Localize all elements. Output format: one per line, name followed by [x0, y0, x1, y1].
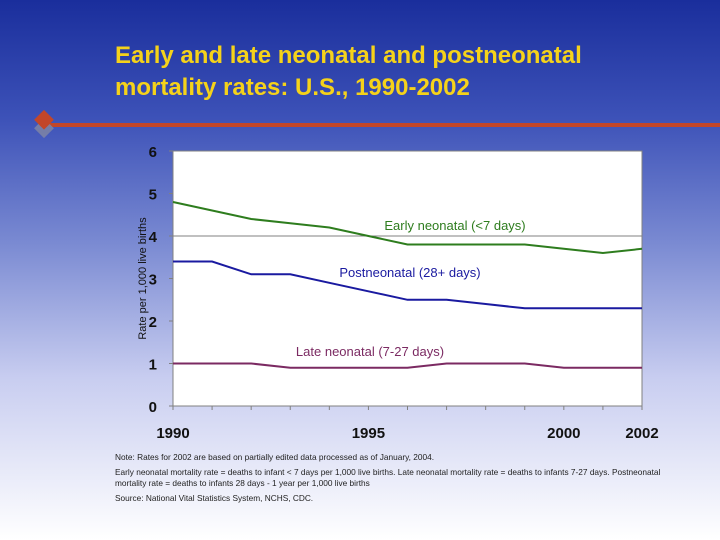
series-label-0: Early neonatal (<7 days) [384, 218, 525, 233]
slide-title: Early and late neonatal and postneonatal… [115, 40, 695, 104]
footnotes: Note: Rates for 2002 are based on partia… [115, 452, 675, 508]
series-line-2 [173, 362, 642, 369]
y-tick-label-4: 4 [149, 229, 158, 246]
note-main: Note: Rates for 2002 are based on partia… [115, 452, 435, 462]
title-underline-rule [40, 123, 720, 127]
note-source: Source: National Vital Statistics System… [115, 493, 314, 503]
y-tick-label-2: 2 [149, 314, 157, 331]
series-line-0 [172, 201, 643, 255]
y-tick-label-3: 3 [149, 272, 157, 289]
y-tick-label-6: 6 [149, 144, 157, 161]
note-definitions: Early neonatal mortality rate = deaths t… [115, 467, 661, 488]
x-tick-label-2000: 2000 [547, 425, 580, 442]
x-tick-label-2002: 2002 [625, 425, 658, 442]
y-tick-label-5: 5 [149, 187, 157, 204]
x-tick-label-1995: 1995 [352, 425, 385, 442]
slide-title-line-1: Early and late neonatal and postneonatal [115, 42, 582, 69]
y-axis-label: Rate per 1,000 live births [137, 217, 149, 340]
series-label-1: Postneonatal (28+ days) [339, 265, 480, 280]
slide-title-line-2: mortality rates: U.S., 1990-2002 [115, 74, 470, 101]
series-label-2: Late neonatal (7-27 days) [296, 344, 444, 359]
x-tick-label-1990: 1990 [156, 425, 189, 442]
y-tick-label-1: 1 [149, 357, 157, 374]
series-line-1 [173, 260, 642, 310]
y-tick-label-0: 0 [149, 399, 157, 416]
